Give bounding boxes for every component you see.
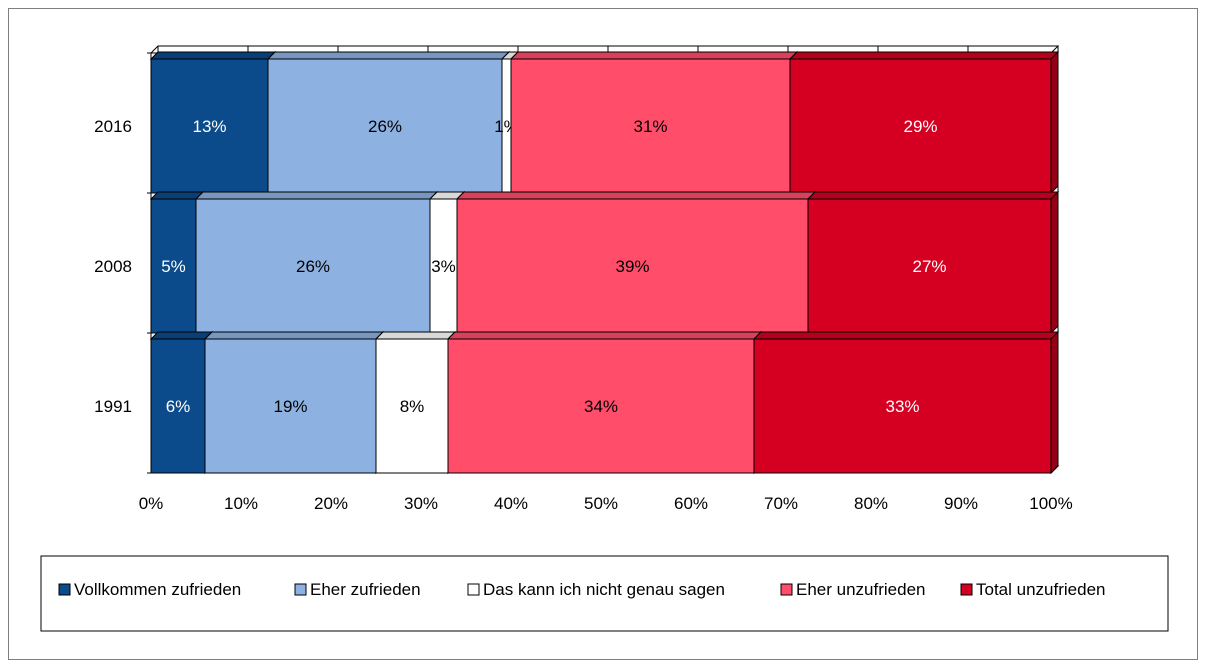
bar-top-face [149,51,277,60]
bar-2008-1 [195,198,431,334]
bar-2016-3 [510,58,791,194]
bar-side-face [1050,190,1059,335]
bar-top-face [266,51,511,60]
legend-item: Eher zufrieden [294,580,421,599]
x-tick-label: 10% [224,494,258,513]
legend: Vollkommen zufrieden Eher zufrieden Das ka… [40,555,1169,632]
bar-segment [374,330,457,475]
data-label: 29% [903,117,937,136]
bar-2008-4 [807,198,1052,334]
data-label: 5% [161,257,186,276]
bar-segment [446,330,763,475]
legend-swatch [467,583,480,596]
bar-2008-3 [456,198,809,334]
bar-top-face [455,191,817,200]
bar-1991-2 [375,338,449,474]
legend-label: Vollkommen zufrieden [74,580,241,599]
x-tick-label: 20% [314,494,348,513]
data-label: 39% [615,257,649,276]
x-tick-label: 70% [764,494,798,513]
bar-top-face [788,51,1060,60]
x-tick-label: 0% [139,494,164,513]
x-tick-label: 30% [404,494,438,513]
bar-segment [788,50,1060,195]
bar-segment [455,190,817,335]
legend-label: Total unzufrieden [976,580,1105,599]
bar-top-face [203,331,385,340]
y-tick-label: 1991 [94,397,132,416]
bar-segment [266,50,511,195]
legend-swatch [960,583,973,596]
bar-1991-0 [150,338,206,474]
legend-item: Eher unzufrieden [780,580,925,599]
data-label: 8% [400,397,425,416]
bars: 13% 26% 1% 31% 29%5% 26% 3% 39% 27%6% 19% 8% 34% 33% [149,50,1060,475]
legend-swatch [780,583,793,596]
data-label: 13% [192,117,226,136]
data-label: 19% [273,397,307,416]
legend-box [40,555,1169,632]
bar-top-face [509,51,799,60]
bar-top-face [446,331,763,340]
bar-2016-1 [267,58,503,194]
y-tick-label: 2016 [94,117,132,136]
bar-side-face [1050,330,1059,475]
legend-item: Das kann ich nicht genau sagen [467,580,725,599]
data-label: 31% [633,117,667,136]
x-tick-label: 80% [854,494,888,513]
stacked-bar-chart: 13% 26% 1% 31% 29%5% 26% 3% 39% 27%6% 19% 8% 34% 33%… [40,45,1169,632]
bar-side-face [1050,50,1059,195]
bar-1991-3 [447,338,755,474]
bar-top-face [752,331,1060,340]
y-tick-label: 2008 [94,257,132,276]
legend-swatch [294,583,307,596]
bar-segment [806,190,1060,335]
x-tick-label: 50% [584,494,618,513]
data-label: 34% [584,397,618,416]
legend-label: Eher zufrieden [310,580,421,599]
bar-top-face [149,191,205,200]
bar-top-face [806,191,1060,200]
x-tick-label: 60% [674,494,708,513]
bar-top-face [374,331,457,340]
data-label: 26% [296,257,330,276]
legend-item: Total unzufrieden [960,580,1105,599]
x-tick-label: 90% [944,494,978,513]
bar-top-face [194,191,439,200]
data-label: 33% [885,397,919,416]
bar-top-face [149,331,214,340]
data-label: 27% [912,257,946,276]
legend-item: Vollkommen zufrieden [58,580,241,599]
bar-segment [752,330,1060,475]
data-label: 26% [368,117,402,136]
legend-swatch [58,583,71,596]
bar-2016-0 [150,58,269,194]
axes [147,52,1051,474]
bar-segment [509,50,799,195]
legend-label: Das kann ich nicht genau sagen [483,580,725,599]
chart-frame: 13% 26% 1% 31% 29% 5% 26% 3% 39% 27% 6% 19% 8% 34% 33%… [8,8,1198,660]
x-tick-label: 100% [1029,494,1072,513]
bar-1991-4 [753,338,1052,474]
legend-label: Eher unzufrieden [796,580,925,599]
bar-segment [149,330,214,475]
data-label: 3% [431,257,456,276]
bar-2016-4 [789,58,1052,194]
data-label: 6% [166,397,191,416]
x-tick-label: 40% [494,494,528,513]
